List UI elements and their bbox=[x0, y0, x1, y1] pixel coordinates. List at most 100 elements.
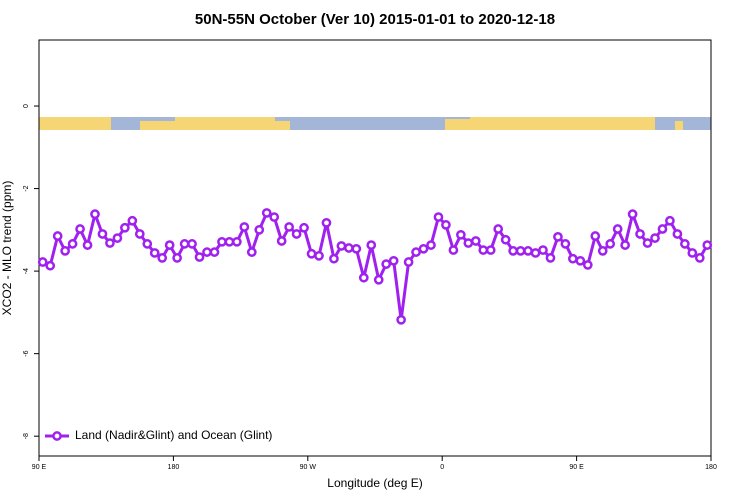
point bbox=[508, 246, 518, 256]
point bbox=[411, 247, 421, 257]
point bbox=[60, 246, 70, 256]
point bbox=[232, 236, 242, 247]
point bbox=[590, 231, 601, 241]
point bbox=[306, 248, 317, 259]
y-tick-label: -6 bbox=[23, 350, 30, 356]
x-tick-label: 180 bbox=[705, 464, 717, 471]
land bbox=[175, 117, 275, 130]
point bbox=[314, 250, 324, 261]
point bbox=[500, 234, 511, 245]
point bbox=[164, 240, 175, 250]
point bbox=[478, 245, 489, 255]
point bbox=[224, 236, 235, 247]
point bbox=[239, 222, 250, 232]
point bbox=[90, 209, 100, 220]
point bbox=[403, 257, 414, 267]
point bbox=[284, 222, 294, 232]
x-tick-label: 180 bbox=[168, 464, 180, 471]
point bbox=[336, 241, 347, 251]
point bbox=[112, 233, 123, 243]
point bbox=[657, 224, 668, 234]
point bbox=[575, 255, 586, 266]
point bbox=[418, 243, 429, 254]
point bbox=[456, 229, 466, 240]
y-axis-label: XCO2 - MLO trend (ppm) bbox=[0, 181, 14, 316]
point bbox=[105, 238, 115, 248]
y-tick-label: -2 bbox=[23, 185, 30, 191]
point bbox=[37, 257, 48, 267]
point bbox=[209, 247, 220, 257]
land-ocean-strip bbox=[39, 117, 711, 130]
point bbox=[366, 240, 377, 250]
point bbox=[560, 239, 571, 249]
point bbox=[493, 224, 504, 234]
legend-marker bbox=[52, 431, 62, 441]
point bbox=[620, 240, 630, 250]
point bbox=[329, 253, 339, 264]
chart-title: 50N-55N October (Ver 10) 2015-01-01 to 2… bbox=[195, 11, 555, 28]
point bbox=[246, 247, 257, 257]
point bbox=[665, 215, 675, 226]
land bbox=[675, 121, 683, 130]
legend-label: Land (Nadir&Glint) and Ocean (Glint) bbox=[75, 428, 272, 442]
point bbox=[605, 239, 616, 249]
point bbox=[642, 238, 653, 248]
point bbox=[672, 229, 683, 239]
point bbox=[388, 255, 399, 266]
point bbox=[45, 260, 56, 271]
point bbox=[448, 245, 459, 255]
point bbox=[120, 222, 130, 233]
point bbox=[553, 232, 563, 242]
point bbox=[687, 248, 698, 258]
point bbox=[187, 239, 197, 249]
point bbox=[426, 240, 436, 250]
point bbox=[82, 240, 93, 250]
point bbox=[694, 253, 705, 263]
x-tick-label: 90 E bbox=[32, 464, 47, 471]
point bbox=[172, 253, 182, 263]
point bbox=[299, 222, 309, 233]
point bbox=[470, 236, 481, 246]
x-tick-label: 90 W bbox=[300, 464, 317, 471]
point bbox=[396, 314, 406, 325]
point bbox=[149, 248, 160, 258]
y-tick-label: -8 bbox=[23, 433, 30, 439]
point bbox=[276, 236, 287, 246]
point bbox=[485, 245, 496, 255]
point bbox=[545, 253, 556, 263]
x-tick-label: 90 E bbox=[569, 464, 584, 471]
point bbox=[269, 212, 280, 222]
x-axis-label: Longitude (deg E) bbox=[327, 476, 422, 490]
land bbox=[39, 117, 111, 130]
point bbox=[515, 246, 526, 256]
point bbox=[321, 217, 332, 228]
point bbox=[261, 208, 272, 218]
point bbox=[441, 220, 451, 230]
point bbox=[194, 252, 205, 262]
point bbox=[433, 212, 444, 222]
point bbox=[344, 243, 354, 253]
point bbox=[179, 239, 190, 249]
point bbox=[127, 215, 138, 226]
point bbox=[650, 233, 660, 243]
point bbox=[373, 274, 384, 285]
point bbox=[67, 239, 78, 249]
point bbox=[568, 253, 578, 264]
point bbox=[157, 253, 168, 263]
point bbox=[538, 245, 548, 255]
point bbox=[597, 246, 608, 256]
point bbox=[75, 224, 85, 234]
point bbox=[680, 239, 690, 249]
point bbox=[254, 224, 265, 235]
point bbox=[627, 209, 638, 220]
point bbox=[291, 229, 302, 239]
point bbox=[530, 248, 541, 258]
point bbox=[97, 229, 108, 239]
point bbox=[635, 229, 645, 239]
point bbox=[463, 238, 474, 248]
x-tick-label: 0 bbox=[440, 464, 444, 471]
point bbox=[351, 243, 362, 254]
point bbox=[52, 231, 63, 241]
